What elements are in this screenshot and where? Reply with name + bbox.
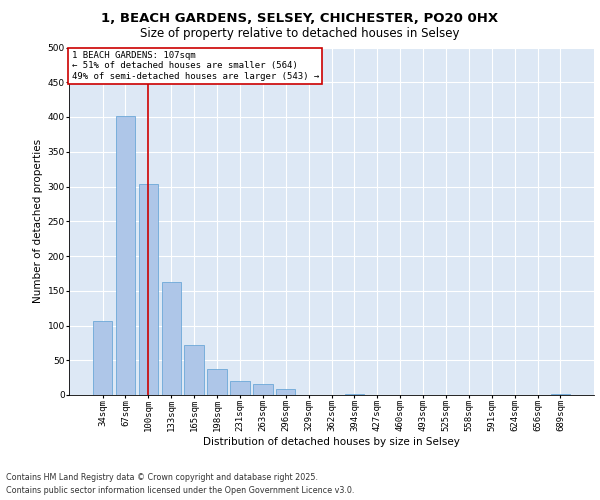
Bar	[344, 394, 364, 395]
Text: Size of property relative to detached houses in Selsey: Size of property relative to detached ho…	[140, 28, 460, 40]
Bar	[93, 320, 112, 395]
Text: Contains HM Land Registry data © Crown copyright and database right 2025.: Contains HM Land Registry data © Crown c…	[6, 472, 318, 482]
Text: 1, BEACH GARDENS, SELSEY, CHICHESTER, PO20 0HX: 1, BEACH GARDENS, SELSEY, CHICHESTER, PO…	[101, 12, 499, 26]
Bar	[116, 116, 135, 395]
Text: Contains public sector information licensed under the Open Government Licence v3: Contains public sector information licen…	[6, 486, 355, 495]
Bar	[551, 394, 570, 395]
Bar	[139, 184, 158, 395]
Text: 1 BEACH GARDENS: 107sqm
← 51% of detached houses are smaller (564)
49% of semi-d: 1 BEACH GARDENS: 107sqm ← 51% of detache…	[71, 51, 319, 81]
Bar	[161, 282, 181, 395]
Bar	[208, 370, 227, 395]
X-axis label: Distribution of detached houses by size in Selsey: Distribution of detached houses by size …	[203, 437, 460, 447]
Bar	[184, 345, 204, 395]
Bar	[276, 390, 295, 395]
Bar	[230, 381, 250, 395]
Bar	[253, 384, 272, 395]
Y-axis label: Number of detached properties: Number of detached properties	[34, 139, 43, 304]
